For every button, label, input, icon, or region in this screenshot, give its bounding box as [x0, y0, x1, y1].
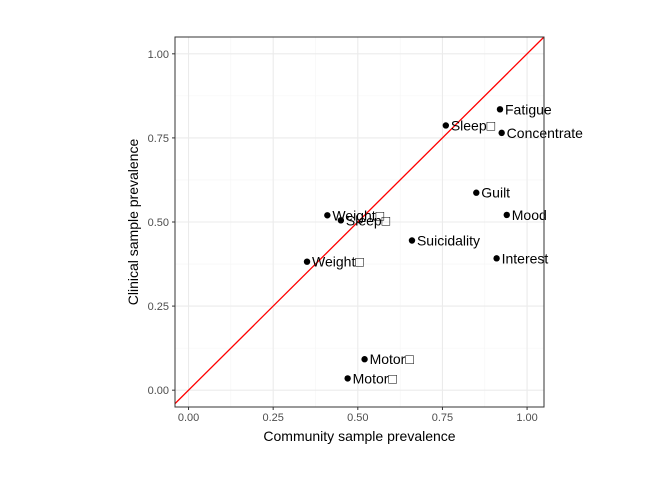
data-point: [493, 255, 500, 262]
x-tick-label: 0.75: [432, 412, 453, 424]
point-label: Sleep□: [346, 212, 391, 228]
point-label: Motor□: [370, 351, 415, 367]
point-label: Weight□: [312, 254, 364, 270]
data-point: [361, 356, 368, 363]
data-point: [324, 212, 331, 219]
x-axis-title: Community sample prevalence: [263, 428, 455, 444]
data-point: [473, 189, 480, 196]
point-label: Suicidality: [417, 233, 480, 249]
x-tick-label: 0.50: [347, 412, 368, 424]
y-axis-title: Clinical sample prevalence: [125, 139, 141, 306]
data-point: [503, 211, 510, 219]
data-point: [303, 258, 311, 265]
axis-ticks: 0.00 0.25 0.50 0.75 1.00 0.00 0.25 0.50 0.75 1.00: [148, 49, 538, 424]
point-label: Motor□: [353, 370, 398, 386]
x-tick-label: 1.00: [516, 412, 537, 424]
y-tick-label: 0.75: [148, 133, 169, 145]
data-points: [303, 106, 510, 382]
data-point: [337, 217, 345, 224]
point-label: Guilt: [481, 185, 510, 201]
point-label: Mood: [512, 207, 547, 223]
data-point: [496, 106, 504, 113]
data-point: [498, 129, 505, 137]
data-point: [408, 237, 416, 244]
point-label: Fatigue: [505, 101, 552, 117]
y-tick-label: 0.00: [148, 385, 169, 397]
data-point: [344, 375, 351, 382]
point-label: Weight□: [332, 207, 384, 223]
identity-reference-line: [174, 36, 545, 405]
y-tick-label: 0.25: [148, 301, 169, 313]
x-tick-label: 0.00: [178, 412, 199, 424]
point-label: Concentrate: [507, 125, 583, 141]
x-tick-label: 0.25: [262, 412, 283, 424]
point-label: Sleep□: [451, 117, 496, 133]
y-tick-label: 0.50: [148, 217, 169, 229]
y-tick-label: 1.00: [148, 49, 169, 61]
point-label: Interest: [502, 250, 549, 266]
data-point: [442, 122, 450, 129]
